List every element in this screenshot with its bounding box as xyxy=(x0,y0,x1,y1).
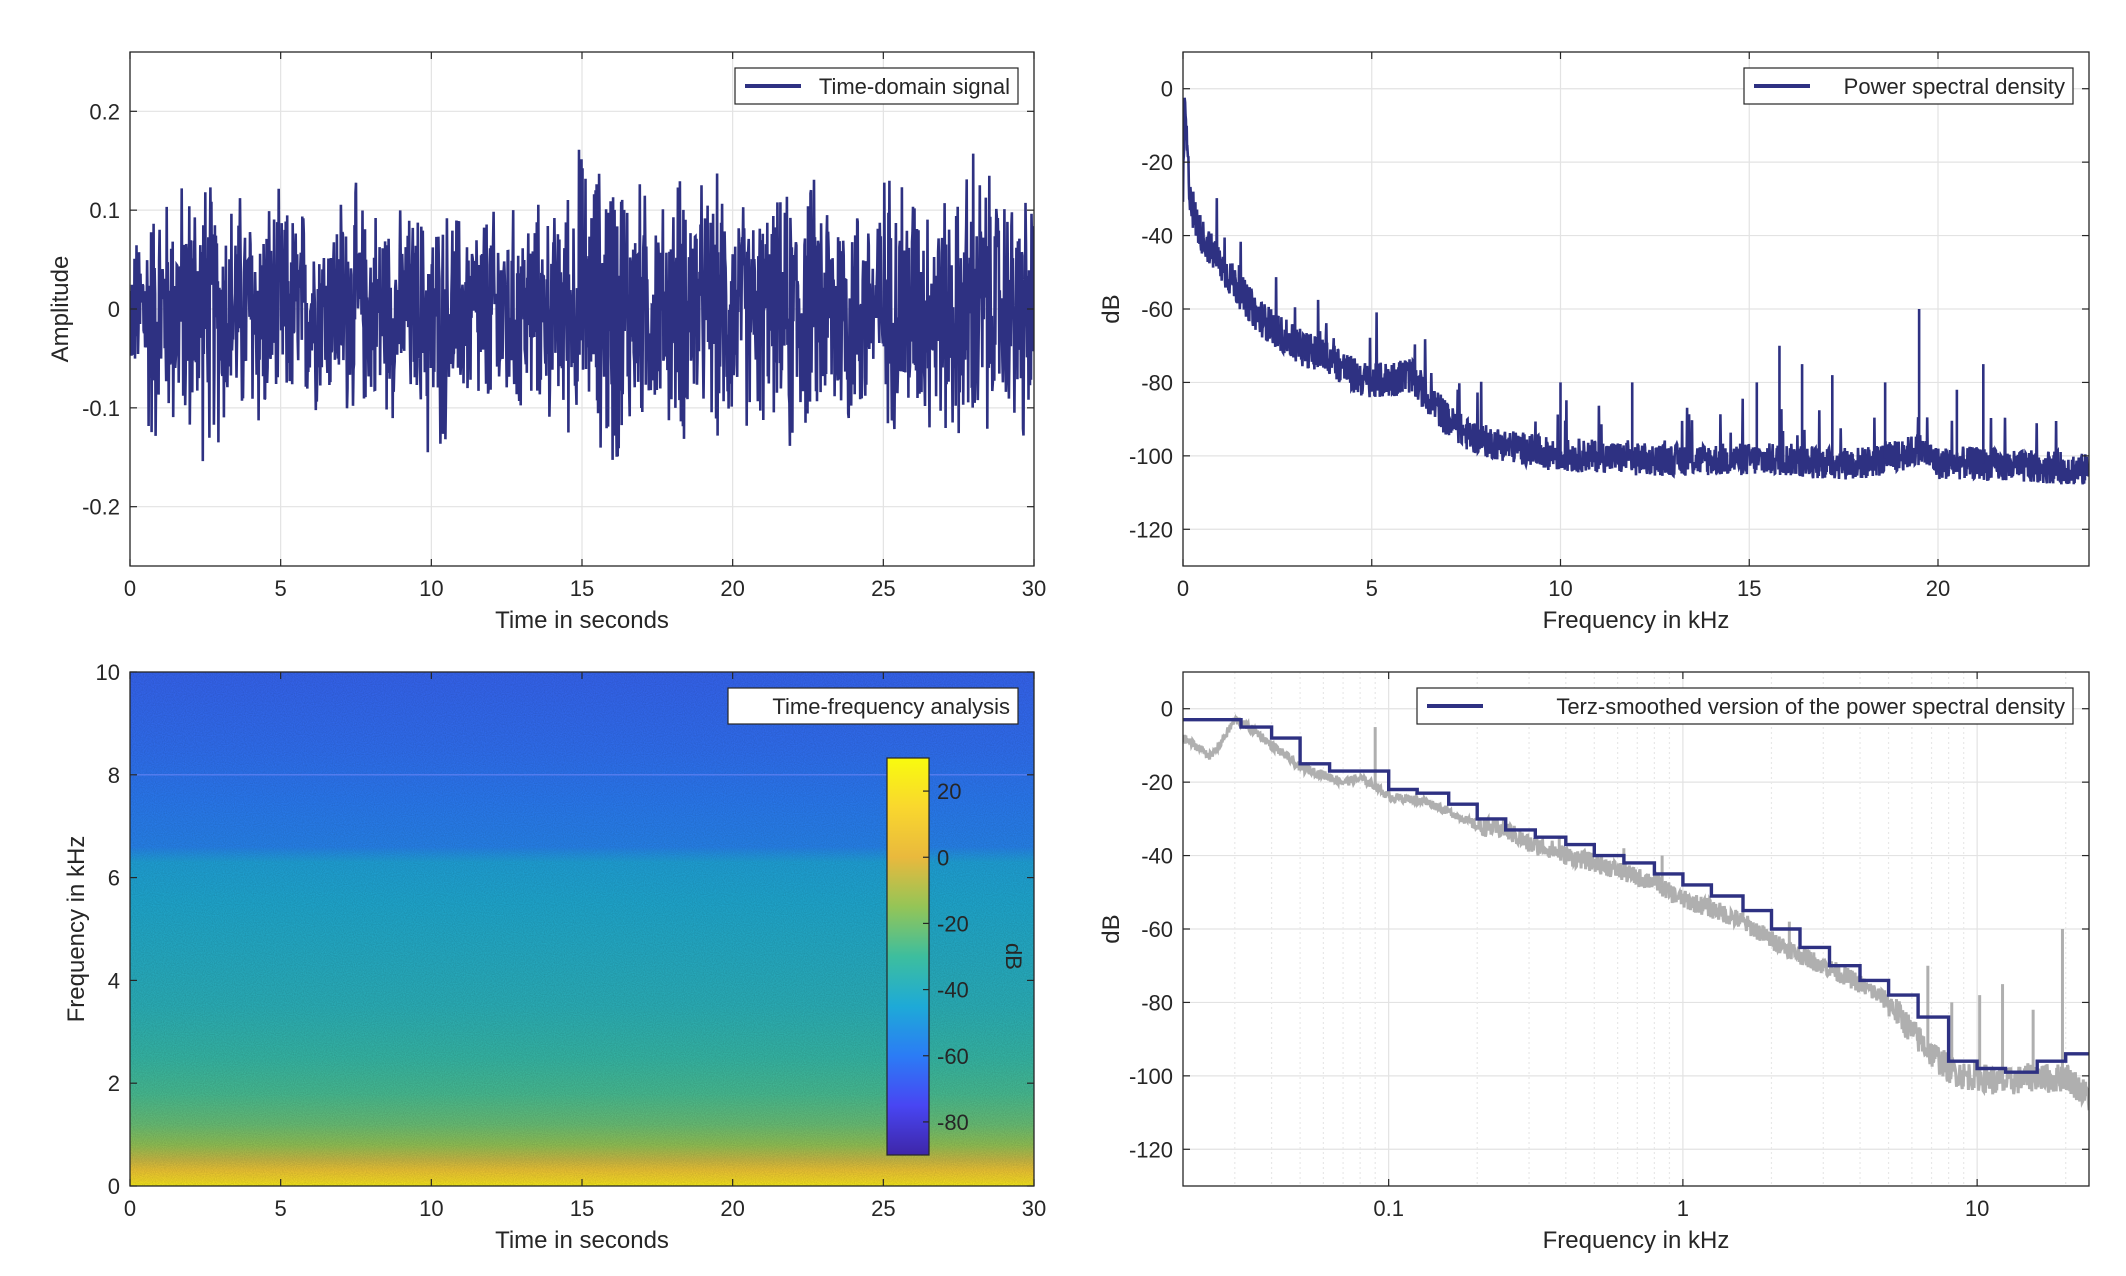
y-tick-label: 2 xyxy=(108,1071,120,1096)
psd-spikes xyxy=(1559,309,1985,464)
x-tick-label: 10 xyxy=(1548,576,1572,601)
x-tick-label: 1 xyxy=(1677,1196,1689,1221)
y-tick-label: -20 xyxy=(1141,150,1173,175)
x-axis-label: Time in seconds xyxy=(495,607,669,634)
legend-label: Time-frequency analysis xyxy=(772,694,1010,719)
y-tick-label: 6 xyxy=(108,866,120,891)
legend-box xyxy=(727,687,1019,725)
colorbar-tick-label: -40 xyxy=(937,978,969,1003)
y-tick-label: -20 xyxy=(1141,770,1173,795)
legend-label: Terz-smoothed version of the power spect… xyxy=(1556,694,2065,719)
colorbar-tick-label: 0 xyxy=(937,845,949,870)
x-tick-label: 20 xyxy=(720,576,744,601)
y-tick-label: 10 xyxy=(96,660,120,685)
series-line-time-domain xyxy=(130,149,1034,462)
x-tick-label: 20 xyxy=(720,1196,744,1221)
x-tick-label: 10 xyxy=(1965,1196,1989,1221)
series-line-psd xyxy=(1183,97,2089,485)
legend: Power spectral density xyxy=(1743,67,2074,105)
x-tick-label: 25 xyxy=(871,1196,895,1221)
panel-terz-psd: 0.1 1 10 -120 -100 -80 -60 -40 -20 0 Frequency in … xyxy=(1098,671,2090,1254)
x-tick-label: 20 xyxy=(1926,576,1950,601)
y-tick-label: 0 xyxy=(1161,697,1173,722)
y-tick-label: -60 xyxy=(1141,297,1173,322)
legend-label: Time-domain signal xyxy=(819,74,1010,99)
x-tick-label: 0 xyxy=(124,576,136,601)
y-tick-label: 4 xyxy=(108,968,120,993)
y-tick-label: 0 xyxy=(1161,77,1173,102)
y-tick-label: 0.2 xyxy=(89,99,120,124)
legend-box xyxy=(1416,687,2074,725)
x-axis-label: Frequency in kHz xyxy=(1543,1227,1730,1254)
panel-spectrogram: 0 5 10 15 20 25 30 0 2 4 6 8 10 Time in seconds Freque… xyxy=(63,660,1046,1254)
x-tick-label: 15 xyxy=(1737,576,1761,601)
y-tick-label: 8 xyxy=(108,763,120,788)
y-tick-label: -40 xyxy=(1141,224,1173,249)
y-tick-label: -0.2 xyxy=(82,495,120,520)
x-tick-label: 10 xyxy=(419,1196,443,1221)
y-tick-label: 0 xyxy=(108,297,120,322)
colorbar-gradient xyxy=(886,757,930,1156)
legend: Time-domain signal xyxy=(734,67,1019,105)
y-tick-label: -80 xyxy=(1141,990,1173,1015)
x-tick-label: 25 xyxy=(871,576,895,601)
colorbar-tick-label: -80 xyxy=(937,1110,969,1135)
y-tick-label: 0.1 xyxy=(89,198,120,223)
y-tick-label: -0.1 xyxy=(82,396,120,421)
series-line-terz xyxy=(1183,718,2089,1074)
x-axis-label: Time in seconds xyxy=(495,1227,669,1254)
y-axis-label: Frequency in kHz xyxy=(63,836,90,1023)
legend-label: Power spectral density xyxy=(1844,74,2065,99)
x-tick-label: 5 xyxy=(1366,576,1378,601)
y-tick-label: -100 xyxy=(1129,1064,1173,1089)
x-tick-label: 0 xyxy=(124,1196,136,1221)
panel-time-domain: 0 5 10 15 20 25 30 -0.2 -0.1 0 0.1 0.2 Time in secon… xyxy=(47,51,1046,634)
x-tick-label: 5 xyxy=(275,576,287,601)
y-tick-label: -60 xyxy=(1141,917,1173,942)
x-axis-label: Frequency in kHz xyxy=(1543,607,1730,634)
spectrogram-texture xyxy=(130,672,1034,1186)
x-tick-label: 15 xyxy=(570,1196,594,1221)
y-tick-label: -40 xyxy=(1141,844,1173,869)
colorbar-tick-label: -60 xyxy=(937,1044,969,1069)
x-tick-label: 0.1 xyxy=(1373,1196,1404,1221)
y-axis-label: dB xyxy=(1098,914,1125,943)
colorbar: 20 0 -20 -40 -60 -80 dB xyxy=(886,757,1026,1156)
x-tick-label: 5 xyxy=(275,1196,287,1221)
y-tick-label: -120 xyxy=(1129,517,1173,542)
x-tick-label: 0 xyxy=(1177,576,1189,601)
legend: Time-frequency analysis xyxy=(727,687,1019,725)
colorbar-tick-label: 20 xyxy=(937,779,961,804)
y-tick-label: -100 xyxy=(1129,444,1173,469)
colorbar-tick-label: -20 xyxy=(937,911,969,936)
x-tick-label: 10 xyxy=(419,576,443,601)
x-tick-label: 30 xyxy=(1022,1196,1046,1221)
legend: Terz-smoothed version of the power spect… xyxy=(1416,687,2074,725)
series-line-raw-psd xyxy=(1183,713,2089,1111)
y-tick-label: 0 xyxy=(108,1174,120,1199)
colorbar-label: dB xyxy=(1001,943,1026,970)
y-axis-label: dB xyxy=(1098,294,1125,323)
x-tick-label: 15 xyxy=(570,576,594,601)
x-tick-label: 30 xyxy=(1022,576,1046,601)
y-tick-label: -120 xyxy=(1129,1137,1173,1162)
y-axis-label: Amplitude xyxy=(47,256,74,363)
y-tick-label: -80 xyxy=(1141,370,1173,395)
panel-psd: 0 5 10 15 20 -120 -100 -80 -60 -40 -20 0 Frequency i… xyxy=(1098,51,2090,634)
